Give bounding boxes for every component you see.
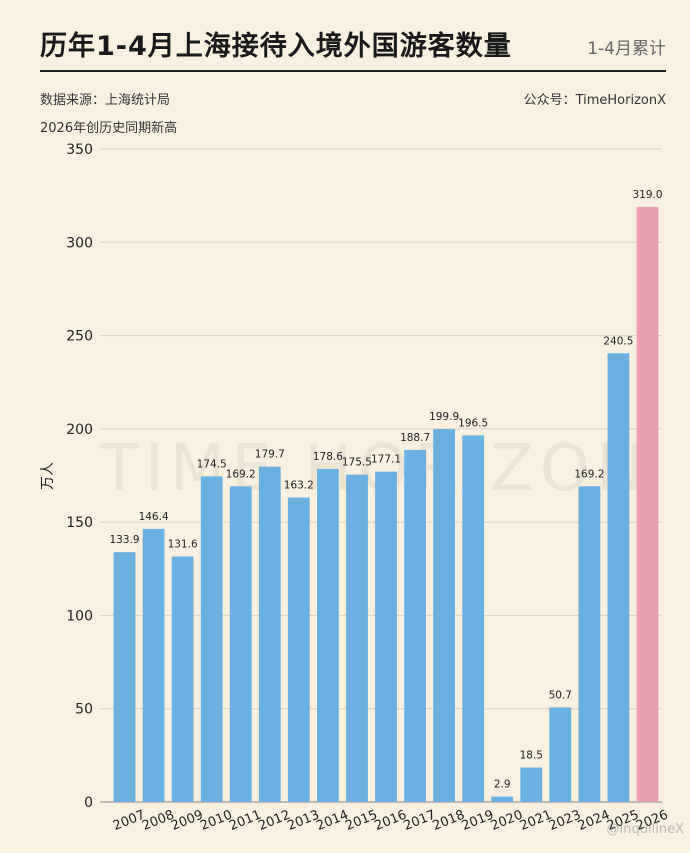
period-label: 1-4月累计 bbox=[587, 39, 666, 59]
data-label-2012: 179.7 bbox=[255, 449, 285, 461]
bar-2011 bbox=[229, 486, 252, 802]
y-tick-label: 300 bbox=[66, 235, 93, 251]
data-label-2010: 174.5 bbox=[197, 458, 227, 470]
bar-2012 bbox=[258, 466, 281, 802]
data-label-2024: 169.2 bbox=[574, 468, 604, 480]
data-label-2019: 196.5 bbox=[458, 417, 488, 429]
data-label-2018: 199.9 bbox=[429, 411, 459, 423]
y-axis-label: 万人 bbox=[40, 462, 56, 490]
bar-2025 bbox=[607, 353, 630, 802]
data-label-2007: 133.9 bbox=[109, 534, 139, 546]
y-tick-label: 150 bbox=[66, 515, 93, 531]
y-tick-label: 100 bbox=[66, 608, 93, 624]
data-label-2015: 175.5 bbox=[342, 457, 372, 469]
data-label-2011: 169.2 bbox=[226, 468, 256, 480]
bar-2009 bbox=[171, 556, 194, 802]
chart-note: 2026年创历史同期新高 bbox=[40, 121, 178, 136]
y-tick-label: 50 bbox=[75, 702, 93, 718]
bar-2017 bbox=[404, 449, 426, 802]
page-title: 历年1-4月上海接待入境外国游客数量 bbox=[40, 31, 512, 62]
data-label-2025: 240.5 bbox=[603, 335, 633, 347]
bar-2010 bbox=[200, 476, 223, 802]
data-label-2008: 146.4 bbox=[139, 511, 169, 523]
bar-2020 bbox=[491, 796, 514, 802]
corner-watermark: @InquilineX bbox=[606, 822, 684, 837]
bar-2021 bbox=[520, 767, 543, 802]
account-label: 公众号：TimeHorizonX bbox=[523, 93, 666, 108]
data-label-2021: 18.5 bbox=[520, 750, 543, 762]
bar-2008 bbox=[142, 528, 165, 802]
y-tick-label: 250 bbox=[66, 329, 93, 345]
data-label-2016: 177.1 bbox=[371, 454, 401, 466]
data-label-2026: 319.0 bbox=[632, 189, 662, 201]
data-label-2020: 2.9 bbox=[494, 779, 511, 791]
bar-2023 bbox=[549, 707, 572, 802]
bar-2018 bbox=[433, 429, 455, 802]
y-tick-label: 200 bbox=[66, 422, 93, 438]
bar-2015 bbox=[346, 474, 368, 802]
bar-2024 bbox=[578, 486, 601, 802]
y-tick-label: 0 bbox=[84, 795, 93, 811]
data-label-2013: 163.2 bbox=[284, 480, 314, 492]
bar-2007 bbox=[113, 552, 136, 802]
bar-2026 bbox=[636, 206, 659, 803]
data-source: 数据来源：上海统计局 bbox=[40, 93, 171, 108]
data-label-2009: 131.6 bbox=[168, 539, 198, 551]
title-rule bbox=[40, 70, 666, 72]
data-label-2014: 178.6 bbox=[313, 451, 343, 463]
bar-2014 bbox=[317, 468, 339, 802]
y-tick-label: 350 bbox=[66, 142, 93, 158]
data-label-2023: 50.7 bbox=[549, 689, 572, 701]
bar-2019 bbox=[462, 435, 485, 802]
bar-2016 bbox=[375, 471, 397, 802]
data-label-2017: 188.7 bbox=[400, 432, 430, 444]
bar-2013 bbox=[287, 497, 310, 802]
watermark-text: TIME HORIZON bbox=[99, 432, 650, 506]
